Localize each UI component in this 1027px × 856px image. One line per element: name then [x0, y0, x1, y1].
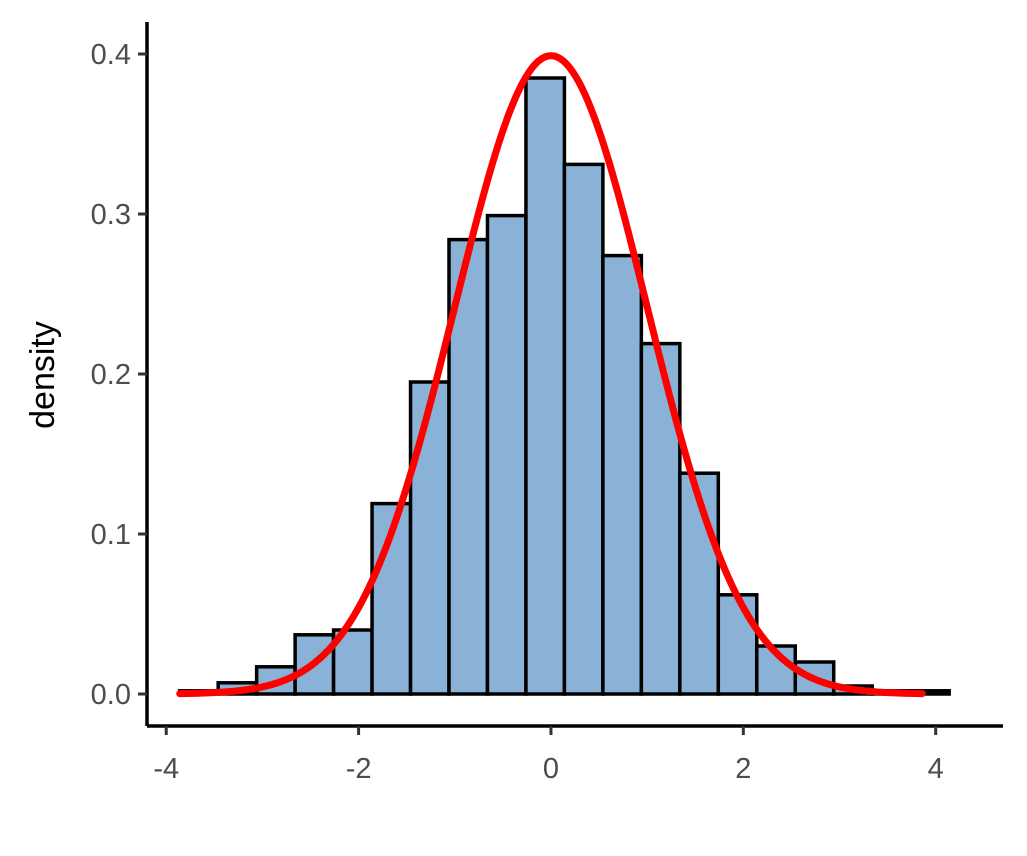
y-ticks-layer: 0.0 0.1 0.2 0.3 0.4 — [91, 39, 147, 711]
histogram-bar-9 — [524, 76, 567, 696]
histogram-bar-11 — [601, 253, 644, 696]
y-tick-label: 0.4 — [91, 39, 131, 71]
normal-density-curve — [176, 52, 926, 698]
y-tick-label: 0.0 — [91, 679, 131, 711]
histogram-bar-8 — [485, 213, 528, 696]
histogram-bar-10 — [562, 162, 605, 696]
y-axis-title: density — [24, 321, 62, 429]
x-tick-label: -4 — [153, 753, 179, 785]
histogram-bar-6 — [408, 380, 451, 696]
x-tick-label: -2 — [346, 753, 372, 785]
histogram-bar-12 — [639, 341, 682, 696]
bars-layer — [177, 76, 951, 696]
x-tick-label: 0 — [543, 753, 559, 785]
y-tick-label: 0.2 — [91, 359, 131, 391]
x-tick-label: 4 — [928, 753, 944, 785]
x-ticks-layer: -4 -2 0 2 4 — [153, 726, 944, 785]
y-tick-label: 0.1 — [91, 519, 131, 551]
x-tick-label: 2 — [735, 753, 751, 785]
curve-layer — [176, 52, 926, 698]
histogram-bar-14 — [716, 593, 759, 696]
histogram-bar-16 — [793, 660, 836, 696]
y-tick-label: 0.3 — [91, 199, 131, 231]
